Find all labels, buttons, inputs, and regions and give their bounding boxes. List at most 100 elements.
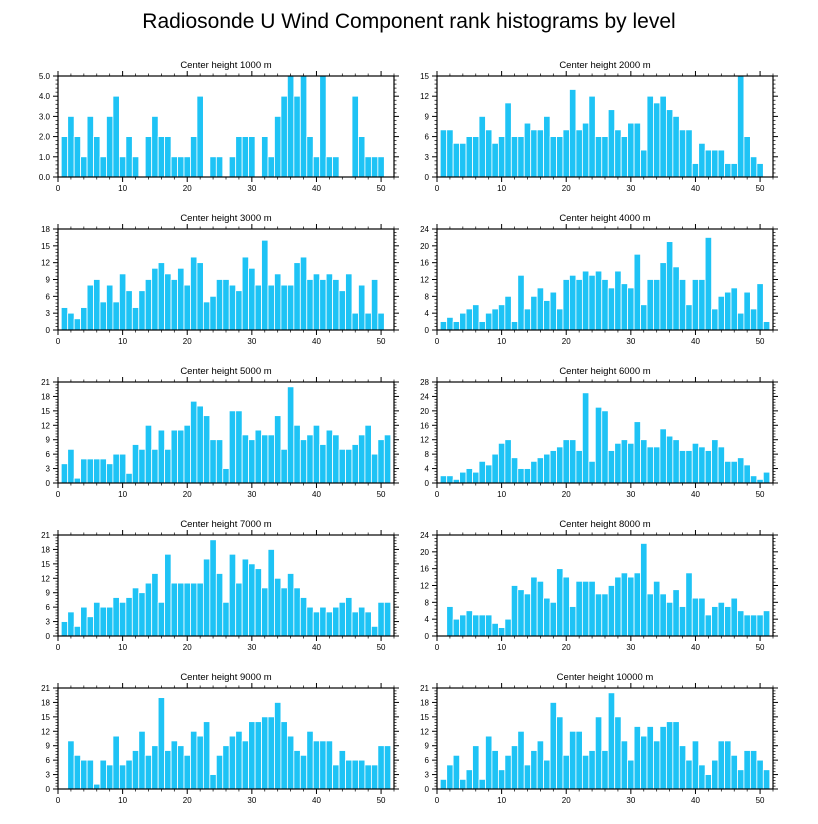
bar (588, 95, 596, 178)
bar (312, 611, 321, 637)
bar (724, 460, 732, 484)
bar (241, 558, 250, 637)
x-tick-label: 20 (183, 337, 192, 346)
bar (717, 740, 725, 790)
bar (543, 116, 551, 178)
bar (131, 307, 140, 331)
bar (319, 444, 327, 484)
y-tick-label: 0 (46, 326, 51, 335)
bar (497, 442, 506, 484)
bar (86, 116, 94, 178)
bar (164, 273, 172, 331)
bar (319, 75, 327, 178)
bar (228, 156, 237, 178)
bar (118, 273, 127, 331)
panel-6: Center height 6000 m 0 10 20 30 40 50 0 4 8 12 16 20… (420, 366, 778, 499)
bar (730, 754, 738, 790)
bar (749, 750, 758, 790)
bar (209, 439, 217, 484)
bar (556, 568, 564, 637)
bar (241, 434, 250, 484)
bar (543, 300, 551, 331)
y-tick-label: 9 (425, 742, 430, 751)
bar (157, 136, 166, 178)
bar (170, 156, 178, 178)
bar (581, 270, 590, 331)
bar (691, 279, 700, 331)
bar (112, 301, 120, 331)
bar (151, 448, 159, 484)
bar (67, 116, 75, 178)
y-tick-label: 3.0 (39, 112, 51, 121)
bar (332, 764, 340, 790)
y-tick-label: 12 (41, 727, 50, 736)
bar (351, 312, 359, 331)
panel-title: Center height 9000 m (180, 672, 271, 683)
bar (383, 745, 392, 790)
bar (177, 156, 185, 178)
bar (737, 457, 745, 484)
bar (491, 142, 499, 178)
bar (504, 102, 512, 178)
bar (536, 129, 545, 178)
bar (286, 573, 295, 637)
bar (183, 156, 191, 178)
x-tick-label: 40 (312, 490, 321, 499)
bar (261, 587, 269, 637)
bar (472, 745, 480, 790)
bar (659, 428, 667, 484)
bar (274, 116, 282, 178)
bar (86, 616, 94, 637)
y-tick-label: 0 (46, 632, 51, 641)
bar (377, 745, 385, 790)
x-tick-label: 50 (756, 796, 765, 805)
bar (711, 439, 719, 484)
bar (569, 274, 577, 331)
bar (543, 597, 551, 637)
bar (118, 453, 127, 484)
bar (594, 716, 603, 790)
bar (523, 468, 532, 484)
bar (267, 156, 275, 178)
x-tick-label: 10 (118, 184, 127, 193)
bar (190, 136, 198, 178)
bar (737, 610, 745, 637)
y-tick-label: 6 (46, 756, 51, 765)
bar (151, 116, 159, 178)
bar (73, 136, 82, 178)
bar (177, 582, 185, 637)
bar (248, 136, 256, 178)
bar (280, 448, 288, 484)
x-tick-label: 10 (497, 337, 506, 346)
bar (274, 702, 282, 790)
bar (306, 136, 314, 178)
bar (607, 109, 616, 178)
y-tick-label: 8 (425, 450, 430, 459)
y-tick-label: 4.0 (39, 92, 51, 101)
bar (358, 136, 366, 178)
bar (293, 424, 301, 484)
bar (724, 606, 732, 637)
bar (743, 291, 751, 331)
bar (678, 606, 687, 637)
x-tick-label: 40 (691, 643, 700, 652)
bar (99, 759, 107, 790)
bar (614, 129, 622, 178)
bar (351, 444, 359, 484)
bar (267, 434, 275, 484)
bar (678, 450, 687, 484)
bar (370, 625, 379, 637)
bar (446, 606, 454, 637)
figure-title: Radiosonde U Wind Component rank histogr… (142, 10, 676, 33)
bar (73, 318, 82, 331)
bar (267, 716, 275, 790)
bar (711, 149, 719, 178)
bar (627, 287, 635, 331)
bar (653, 279, 661, 331)
bar (478, 321, 486, 331)
bar (351, 95, 359, 178)
bar (196, 95, 204, 178)
bar (248, 267, 256, 331)
bar (261, 434, 269, 484)
x-tick-label: 10 (497, 490, 506, 499)
